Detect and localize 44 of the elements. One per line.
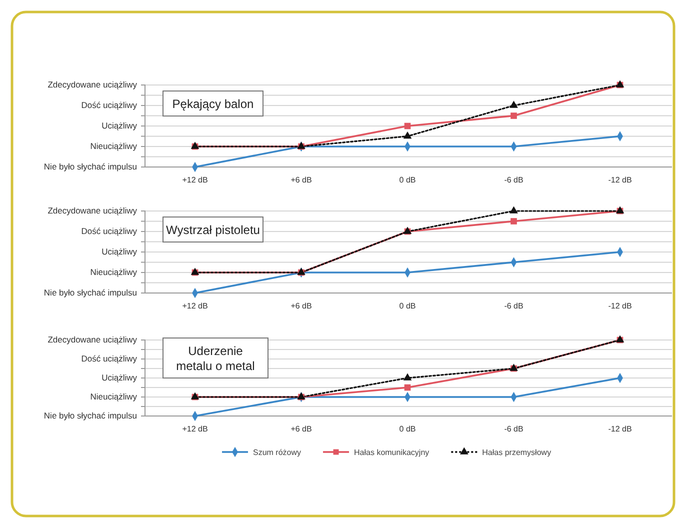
legend-label: Hałas komunikacyjny (354, 448, 430, 457)
text: Zdecydowane uciążliwy (48, 334, 138, 345)
x-tick-label: -12 dB (608, 176, 632, 185)
text: Nie było słychać impulsu (44, 162, 138, 172)
x-tick-label: +6 dB (290, 302, 312, 311)
text: Pękający balon (172, 97, 254, 111)
x-tick-label: +6 dB (290, 424, 312, 434)
point (510, 100, 518, 108)
text: Nieuciążliwy (90, 392, 138, 402)
point (403, 131, 412, 139)
x-tick-label: -6 dB (504, 302, 524, 311)
text: Zdecydowane uciążliwy (48, 206, 138, 216)
x-tick-label: 0 dB (399, 176, 416, 185)
x-tick-label: +12 dB (182, 176, 208, 185)
text: Uciążliwy (102, 120, 138, 131)
text: Uciążliwy (102, 372, 138, 383)
x-tick-label: +12 dB (182, 424, 208, 434)
text: Nie było słychać impulsu (44, 288, 138, 298)
legend-label: Hałas przemysłowy (482, 448, 552, 457)
text: Nieuciążliwy (90, 267, 138, 278)
x-tick-label: -12 dB (608, 302, 632, 311)
point (510, 218, 517, 224)
point (404, 122, 411, 130)
text: Uderzenie metalu o metal (176, 344, 255, 373)
text: Dość uciążliwy (81, 100, 138, 110)
text: Wystrzał pistoletu (166, 223, 260, 237)
text: Uciążliwy (102, 246, 138, 257)
x-tick-label: -12 dB (608, 424, 632, 434)
point (403, 373, 412, 380)
x-tick-label: -6 dB (504, 424, 524, 434)
x-tick-label: 0 dB (399, 302, 416, 311)
point (510, 206, 518, 214)
point (404, 384, 411, 391)
x-tick-label: -6 dB (504, 176, 524, 185)
text: Zdecydowane uciążliwy (48, 80, 138, 90)
text: Nieuciążliwy (90, 141, 138, 152)
x-tick-label: 0 dB (399, 424, 416, 434)
x-tick-label: +6 dB (290, 176, 312, 185)
point (510, 112, 517, 119)
x-tick-label: +12 dB (182, 302, 208, 311)
legend-label: Szum różowy (253, 448, 302, 457)
text: Nie było słychać impulsu (44, 410, 138, 421)
text: Dość uciążliwy (81, 226, 138, 236)
text: Dość uciążliwy (81, 354, 138, 364)
